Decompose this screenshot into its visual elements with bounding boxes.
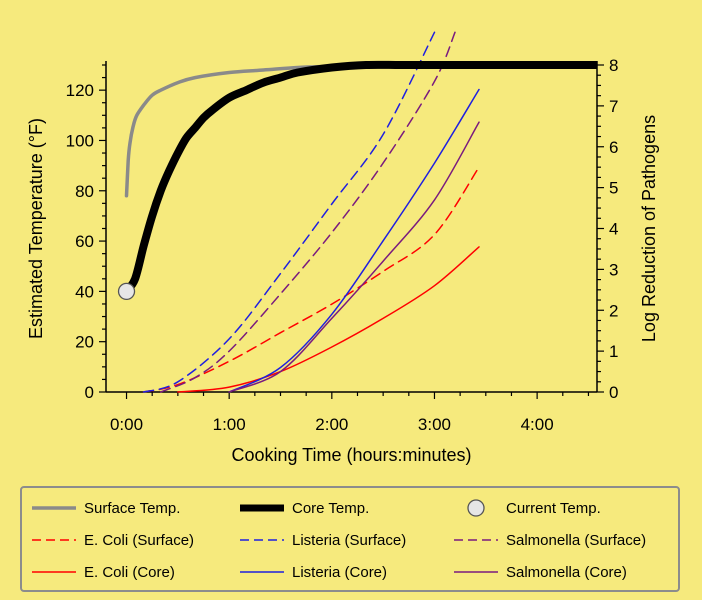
series-line-salmonella-core (228, 121, 480, 393)
x-tick-label: 4:00 (521, 415, 554, 434)
legend-item-listeria-core: Listeria (Core) (240, 562, 387, 582)
legend-label: Core Temp. (292, 499, 370, 517)
legend-item-listeria-surface: Listeria (Surface) (240, 530, 406, 550)
legend-label: Salmonella (Surface) (506, 531, 647, 549)
y-left-axis-title: Estimated Temperature (°F) (26, 118, 46, 339)
y-left-tick-label: 100 (66, 131, 94, 150)
current-temp-marker (117, 282, 136, 301)
x-tick-label: 2:00 (315, 415, 348, 434)
y-left-tick-label: 40 (75, 282, 94, 301)
legend-item-current-temp: Current Temp. (454, 498, 601, 518)
y-right-tick-label: 1 (609, 342, 618, 361)
legend-swatch-red-solid (32, 571, 76, 573)
x-tick-label: 3:00 (418, 415, 451, 434)
legend-swatch-black-line (240, 504, 284, 512)
legend-swatch-circle-icon (467, 499, 485, 517)
legend-swatch-purple-dashed (454, 539, 498, 541)
y-left-tick-label: 20 (75, 333, 94, 352)
y-left-tick-label: 120 (66, 81, 94, 100)
series-line-core-temp (122, 60, 597, 296)
legend-item-ecoli-surface: E. Coli (Surface) (32, 530, 194, 550)
y-right-tick-label: 8 (609, 56, 618, 75)
y-left-tick-label: 60 (75, 232, 94, 251)
temperature-pathogen-chart: 0 20 40 60 80 100 120 0 1 2 3 4 5 6 7 8 0:00 1:00 2:00 3:00… (26, 31, 659, 465)
legend-swatch-purple-solid (454, 571, 498, 573)
x-tick-label: 1:00 (213, 415, 246, 434)
y-right-tick-label: 6 (609, 138, 618, 157)
x-tick-label: 0:00 (110, 415, 143, 434)
legend-label: Listeria (Core) (292, 563, 388, 581)
legend-label: Salmonella (Core) (506, 563, 627, 581)
y-right-tick-label: 3 (609, 260, 618, 279)
legend-swatch-gray-line (32, 506, 76, 510)
legend-item-salmonella-surface: Salmonella (Surface) (454, 530, 646, 550)
y-right-tick-label: 4 (609, 220, 618, 239)
legend-label: E. Coli (Surface) (84, 531, 195, 549)
series-line-salmonella-surface (159, 31, 456, 393)
series-line-e-coli-surface (142, 166, 480, 393)
chart-area: 0 20 40 60 80 100 120 0 1 2 3 4 5 6 7 8 0:00 1:00 2:00 3:00… (26, 31, 659, 465)
y-right-tick-label: 5 (609, 179, 618, 198)
y-left-tick-label: 80 (75, 182, 94, 201)
legend-item-salmonella-core: Salmonella (Core) (454, 562, 627, 582)
legend-item-core-temp: Core Temp. (240, 498, 369, 518)
legend-label: E. Coli (Core) (84, 563, 175, 581)
y-right-tick-label: 2 (609, 301, 618, 320)
legend-swatch-blue-dashed (240, 539, 284, 541)
legend-label: Current Temp. (506, 499, 601, 517)
legend-item-surface-temp: Surface Temp. (32, 498, 180, 518)
legend-label: Listeria (Surface) (292, 531, 407, 549)
legend-item-ecoli-core: E. Coli (Core) (32, 562, 175, 582)
series-line-listeria-surface (142, 31, 436, 393)
series-group (122, 31, 597, 393)
x-axis-title: Cooking Time (hours:minutes) (231, 445, 471, 465)
legend-swatch-red-dashed (32, 539, 76, 541)
legend-swatch-blue-solid (240, 571, 284, 573)
legend: Surface Temp. Core Temp. Current Temp. E… (20, 486, 680, 592)
series-line-e-coli-core (177, 246, 480, 393)
legend-label: Surface Temp. (84, 499, 181, 517)
y-left-tick-label: 0 (85, 383, 94, 402)
y-right-tick-label: 7 (609, 97, 618, 116)
y-right-tick-label: 0 (609, 383, 618, 402)
series-line-listeria-core (228, 88, 480, 393)
y-right-axis-title: Log Reduction of Pathogens (639, 115, 659, 342)
